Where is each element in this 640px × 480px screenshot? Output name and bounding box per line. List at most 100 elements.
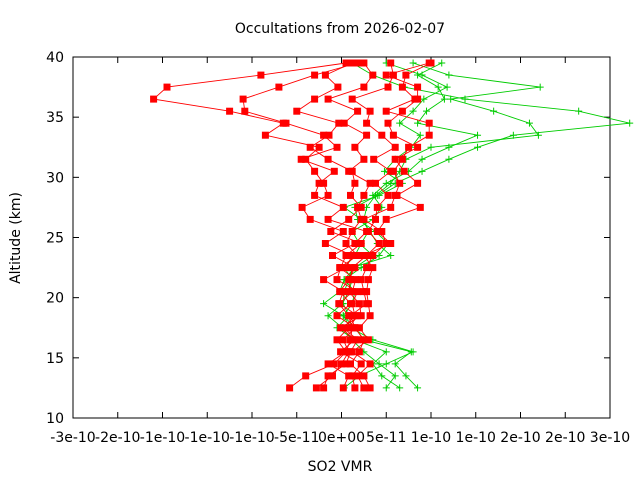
data-point (474, 131, 482, 139)
data-point (373, 203, 381, 211)
data-point (402, 71, 410, 79)
data-point (150, 95, 158, 103)
data-point (347, 191, 354, 199)
data-point (339, 288, 347, 296)
data-point (357, 360, 365, 368)
x-tick-label: 1e-10 (411, 430, 451, 446)
data-point (375, 360, 383, 368)
x-tick-label: -3e-10 (50, 430, 95, 446)
data-point (369, 71, 377, 79)
data-point (372, 179, 379, 187)
data-point (315, 143, 323, 151)
data-point (443, 83, 451, 91)
data-point (418, 167, 426, 175)
x-axis: -3e-10 -2e-10 -1e-10 -1e-10 -1e-10 -5e-110e+0… (50, 57, 630, 446)
series-line (242, 62, 368, 389)
data-point (391, 360, 399, 368)
data-point (427, 143, 435, 151)
data-point (342, 59, 350, 67)
data-point (342, 240, 350, 247)
data-point (354, 203, 362, 211)
data-point (366, 312, 374, 320)
data-point (347, 360, 354, 368)
data-point (372, 215, 379, 223)
data-point (425, 119, 433, 127)
data-point (389, 131, 397, 139)
data-point (329, 252, 336, 259)
data-point (396, 384, 404, 392)
data-point (384, 83, 392, 91)
data-point (357, 203, 365, 211)
data-point (354, 312, 362, 320)
data-point (348, 59, 356, 67)
data-point (363, 131, 371, 139)
x-tick-label: -1e-10 (185, 430, 230, 446)
data-point (351, 143, 359, 151)
data-point (414, 384, 422, 392)
data-point (226, 107, 234, 115)
data-point (282, 119, 290, 127)
series-red-4 (324, 59, 377, 392)
data-point (324, 372, 332, 380)
data-point (293, 107, 301, 115)
data-point (298, 203, 306, 211)
data-point (366, 179, 374, 187)
data-point (345, 215, 353, 223)
data-point (398, 83, 406, 91)
data-point (337, 324, 345, 332)
data-point (378, 372, 386, 380)
data-point (339, 203, 347, 211)
data-point (405, 143, 413, 151)
x-tick-label: -5e-11 (274, 430, 319, 446)
data-point (382, 107, 390, 115)
series-layer (150, 59, 634, 392)
data-point (438, 59, 446, 67)
data-point (324, 360, 332, 368)
data-point (306, 143, 314, 151)
data-point (509, 131, 517, 139)
data-point (324, 312, 332, 320)
data-point (354, 372, 362, 380)
data-point (348, 252, 356, 259)
data-point (297, 155, 305, 163)
data-point (329, 372, 336, 380)
data-point (357, 276, 365, 284)
data-point (414, 143, 422, 151)
data-point (355, 348, 363, 356)
y-tick-label: 25 (46, 231, 64, 247)
data-point (400, 167, 408, 175)
series-line (326, 62, 374, 389)
data-point (347, 276, 354, 284)
data-point (387, 203, 395, 211)
data-point (354, 252, 362, 259)
data-point (241, 107, 249, 115)
data-point (336, 288, 344, 296)
data-point (409, 59, 417, 67)
data-point (342, 264, 350, 272)
data-point (387, 59, 395, 67)
data-point (384, 119, 392, 127)
x-tick-label: 2e-10 (500, 430, 540, 446)
data-point (382, 360, 390, 368)
data-point (352, 276, 360, 284)
data-point (378, 228, 386, 235)
data-point (339, 384, 347, 392)
data-point (382, 348, 390, 356)
data-point (354, 107, 362, 115)
data-point (407, 348, 415, 356)
data-point (355, 324, 363, 332)
data-point (360, 384, 368, 392)
data-point (354, 288, 362, 296)
data-point (320, 179, 328, 187)
data-point (391, 155, 399, 163)
data-point (360, 59, 368, 67)
data-point (163, 83, 171, 91)
data-point (398, 155, 406, 163)
data-point (342, 348, 350, 356)
data-point (351, 324, 359, 332)
data-point (364, 300, 372, 308)
y-tick-label: 20 (46, 291, 64, 307)
x-tick-label: 5e-11 (366, 430, 406, 446)
data-point (364, 228, 372, 235)
data-point (312, 384, 320, 392)
